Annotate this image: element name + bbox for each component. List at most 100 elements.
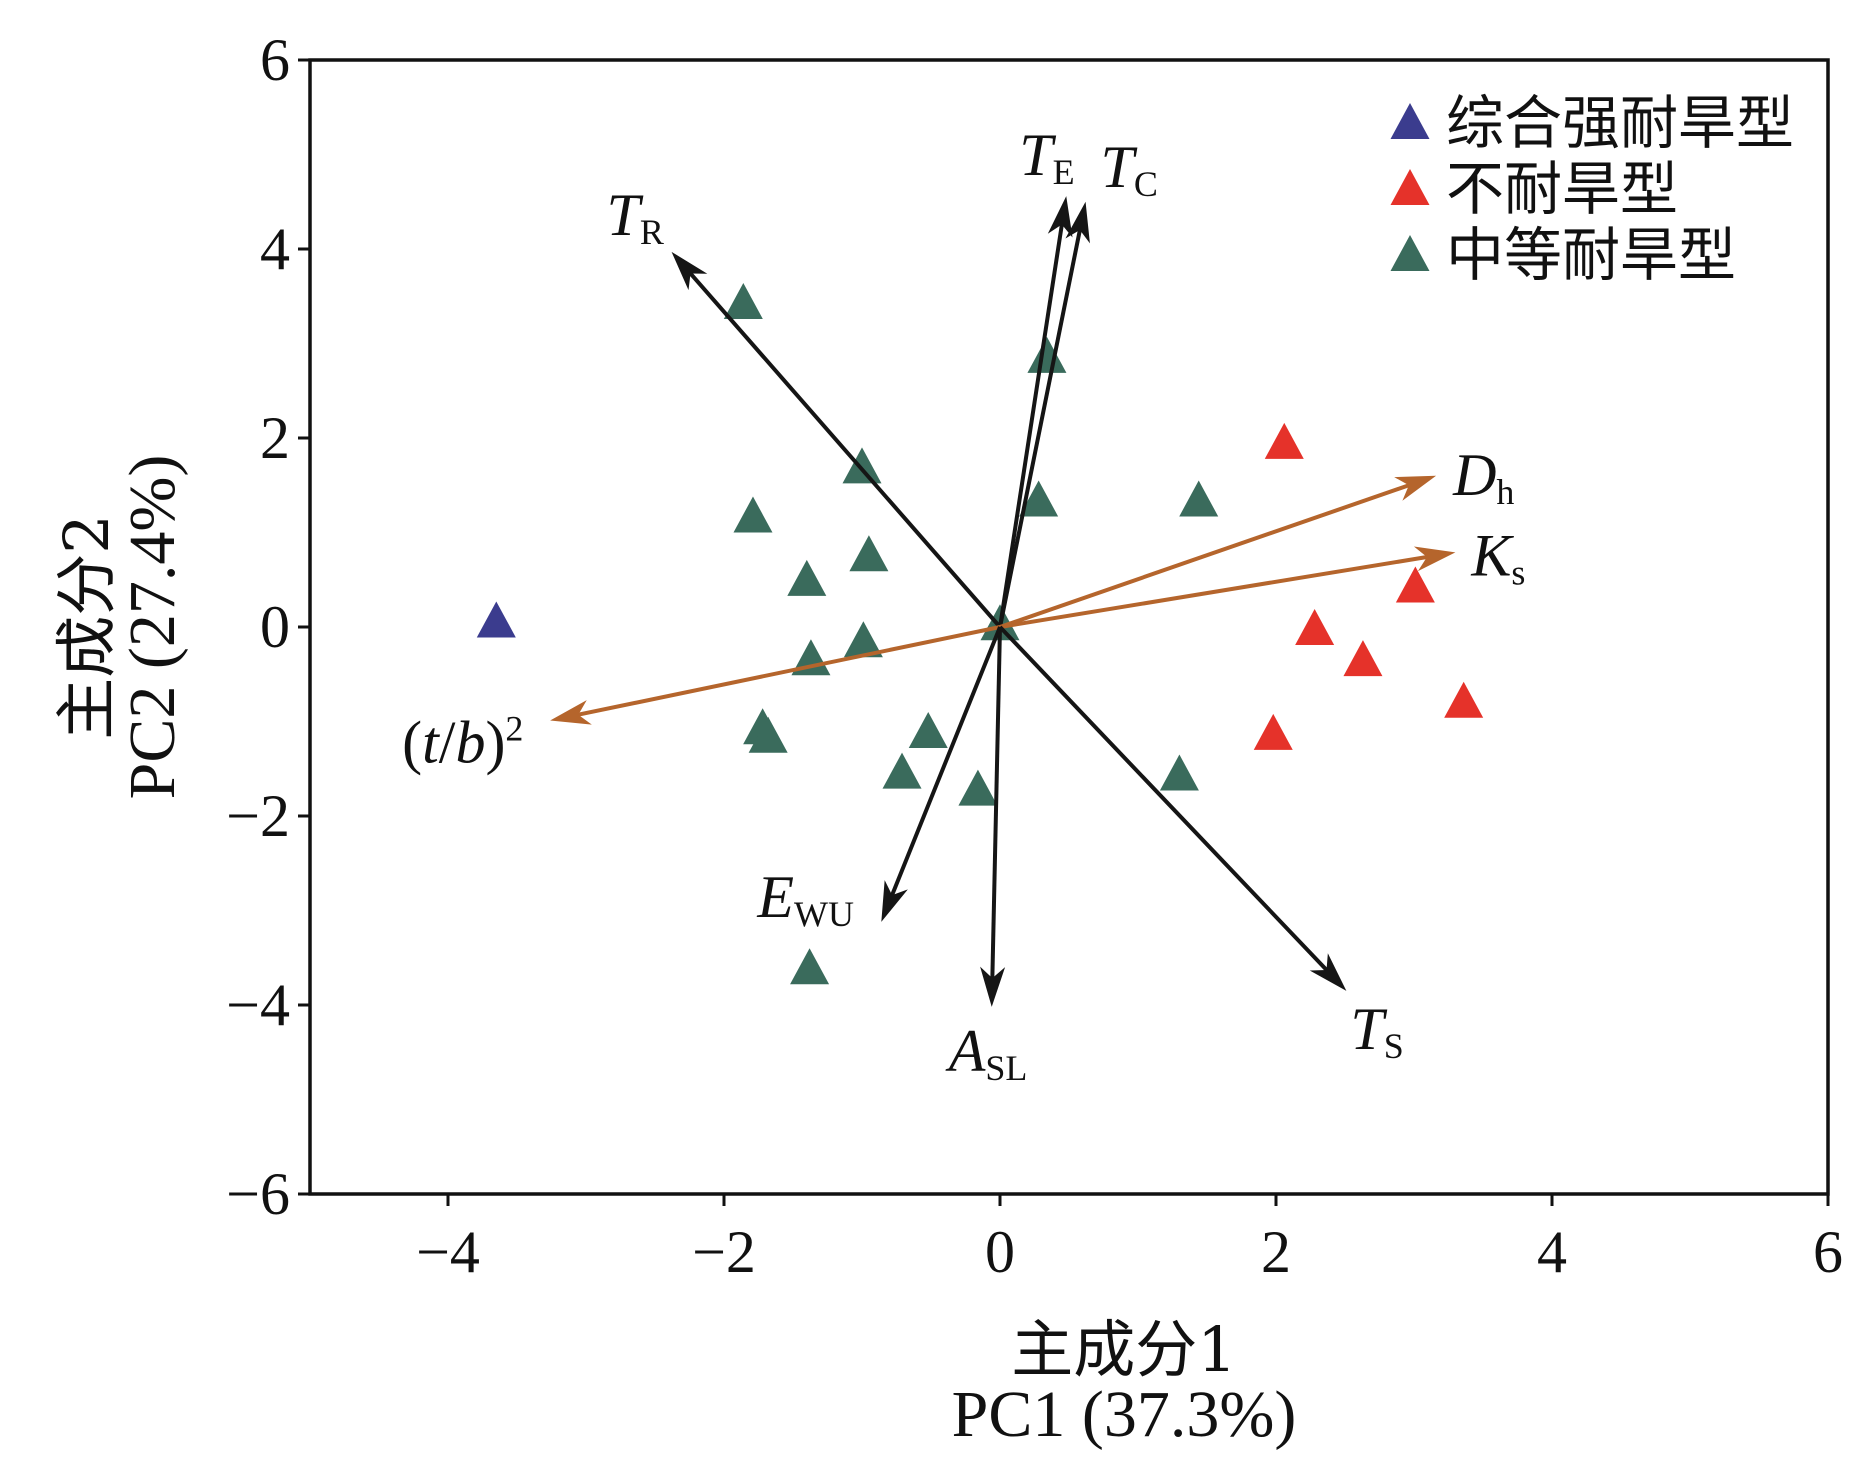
loading-arrow-tc xyxy=(998,201,1090,628)
y-axis-title-zh: 主成分2 xyxy=(50,514,123,739)
arrow-shaft xyxy=(688,271,1002,629)
legend-label: 不耐旱型 xyxy=(1446,155,1678,223)
loading-arrow-ewu xyxy=(881,626,1002,922)
label-superscript: 2 xyxy=(505,709,523,749)
x-tick-label: −4 xyxy=(416,1219,480,1285)
label-symbol: A xyxy=(945,1018,986,1084)
axis-ticks: 6 4 2 0 −2 −4 −6 −4 −2 0 2 4 6 xyxy=(226,27,1843,1285)
y-tick-label: 0 xyxy=(260,594,290,660)
series-1-point xyxy=(1444,681,1484,718)
y-tick-label: 2 xyxy=(260,405,290,471)
arrow-head xyxy=(671,251,708,291)
arrow-head xyxy=(980,966,1006,1007)
loading-label-tb2: (t/b)2 xyxy=(402,709,523,776)
arrow-head xyxy=(550,700,592,725)
x-tick-label: 4 xyxy=(1537,1219,1567,1285)
series-1-point xyxy=(1264,422,1304,459)
label-symbol: T xyxy=(1019,122,1056,188)
data-points xyxy=(476,282,1484,985)
legend-item: 不耐旱型 xyxy=(1390,155,1678,223)
arrow-shaft xyxy=(990,626,1002,979)
arrow-shaft xyxy=(889,626,1002,897)
loading-arrow-te xyxy=(998,196,1073,628)
series-1-point xyxy=(1295,609,1335,645)
arrow-shaft xyxy=(999,483,1411,629)
label-subscript: E xyxy=(1053,152,1075,192)
loading-arrow-tb2 xyxy=(550,625,1001,725)
loading-label-ks: Ks xyxy=(1470,522,1525,592)
y-tick-label: −2 xyxy=(226,783,290,849)
label-subscript: S xyxy=(1384,1026,1404,1066)
y-tick-label: −4 xyxy=(226,972,290,1038)
legend-marker-triangle xyxy=(1390,235,1430,271)
series-2-point xyxy=(790,948,830,985)
series-2-point xyxy=(958,769,998,806)
label-symbol: T xyxy=(1350,996,1387,1062)
loading-arrow-asl xyxy=(980,626,1006,1007)
loading-label-ewu: EWU xyxy=(756,864,854,934)
loading-label-asl: ASL xyxy=(945,1018,1028,1088)
legend-label: 中等耐旱型 xyxy=(1446,221,1736,289)
x-tick-label: −2 xyxy=(692,1219,756,1285)
legend-label: 综合强耐旱型 xyxy=(1446,89,1794,157)
series-2-point xyxy=(849,535,889,572)
series-2-point xyxy=(1159,754,1199,791)
arrow-head xyxy=(1309,953,1347,991)
arrow-head xyxy=(881,880,908,922)
series-0-point xyxy=(476,601,516,638)
x-axis-title-en: PC1 (37.3%) xyxy=(952,1378,1297,1451)
arrow-head xyxy=(1413,546,1456,572)
label-symbol: K xyxy=(1470,522,1514,588)
series-2-point xyxy=(733,496,773,533)
series-2-point xyxy=(882,752,922,789)
arrow-shaft xyxy=(577,625,1001,717)
label-symbol: ( xyxy=(402,710,422,776)
series-2-point xyxy=(1027,336,1067,373)
series-2-point xyxy=(748,716,788,753)
y-tick-label: 6 xyxy=(260,27,290,93)
label-symbol: E xyxy=(756,864,794,930)
legend-marker-triangle xyxy=(1390,103,1430,139)
arrow-shaft xyxy=(998,223,1064,628)
loading-label-tc: TC xyxy=(1101,134,1158,204)
loading-label-dh: Dh xyxy=(1452,442,1514,512)
loading-label-te: TE xyxy=(1019,122,1074,192)
y-tick-label: 4 xyxy=(260,216,290,282)
loading-arrow-dh xyxy=(999,475,1437,629)
arrow-head xyxy=(1047,196,1073,238)
label-symbol: t xyxy=(422,710,440,776)
series-1-point xyxy=(1253,713,1293,750)
loading-arrow-tr xyxy=(671,251,1002,629)
series-2-point xyxy=(1019,480,1059,517)
loading-label-ts: TS xyxy=(1350,996,1403,1066)
label-subscript: R xyxy=(640,212,664,252)
loading-arrows xyxy=(550,196,1456,1007)
x-axis-title-zh: 主成分1 xyxy=(1011,1313,1236,1386)
y-tick-label: −6 xyxy=(226,1161,290,1227)
arrow-head xyxy=(1394,475,1437,501)
label-symbol: D xyxy=(1452,442,1496,508)
loading-label-tr: TR xyxy=(607,182,664,252)
legend: 综合强耐旱型 不耐旱型 中等耐旱型 xyxy=(1390,89,1794,289)
y-axis-title-en: PC2 (27.4%) xyxy=(116,455,189,800)
legend-marker-triangle xyxy=(1390,169,1430,205)
loading-arrow-ks xyxy=(999,546,1456,629)
arrow-head xyxy=(1065,201,1090,244)
x-tick-label: 6 xyxy=(1813,1219,1843,1285)
series-2-point xyxy=(842,447,882,484)
arrow-shaft xyxy=(999,554,1429,629)
label-symbol: T xyxy=(607,182,644,248)
label-symbol: b xyxy=(455,710,485,776)
series-2-point xyxy=(843,621,883,658)
label-subscript: h xyxy=(1496,472,1514,512)
label-subscript: WU xyxy=(794,894,854,934)
label-symbol: ) xyxy=(485,710,505,776)
x-tick-label: 0 xyxy=(985,1219,1015,1285)
series-2-point xyxy=(1179,480,1219,517)
legend-item: 综合强耐旱型 xyxy=(1390,89,1794,157)
series-2-point xyxy=(723,282,763,319)
label-subscript: C xyxy=(1134,164,1158,204)
label-symbol: T xyxy=(1101,134,1138,200)
